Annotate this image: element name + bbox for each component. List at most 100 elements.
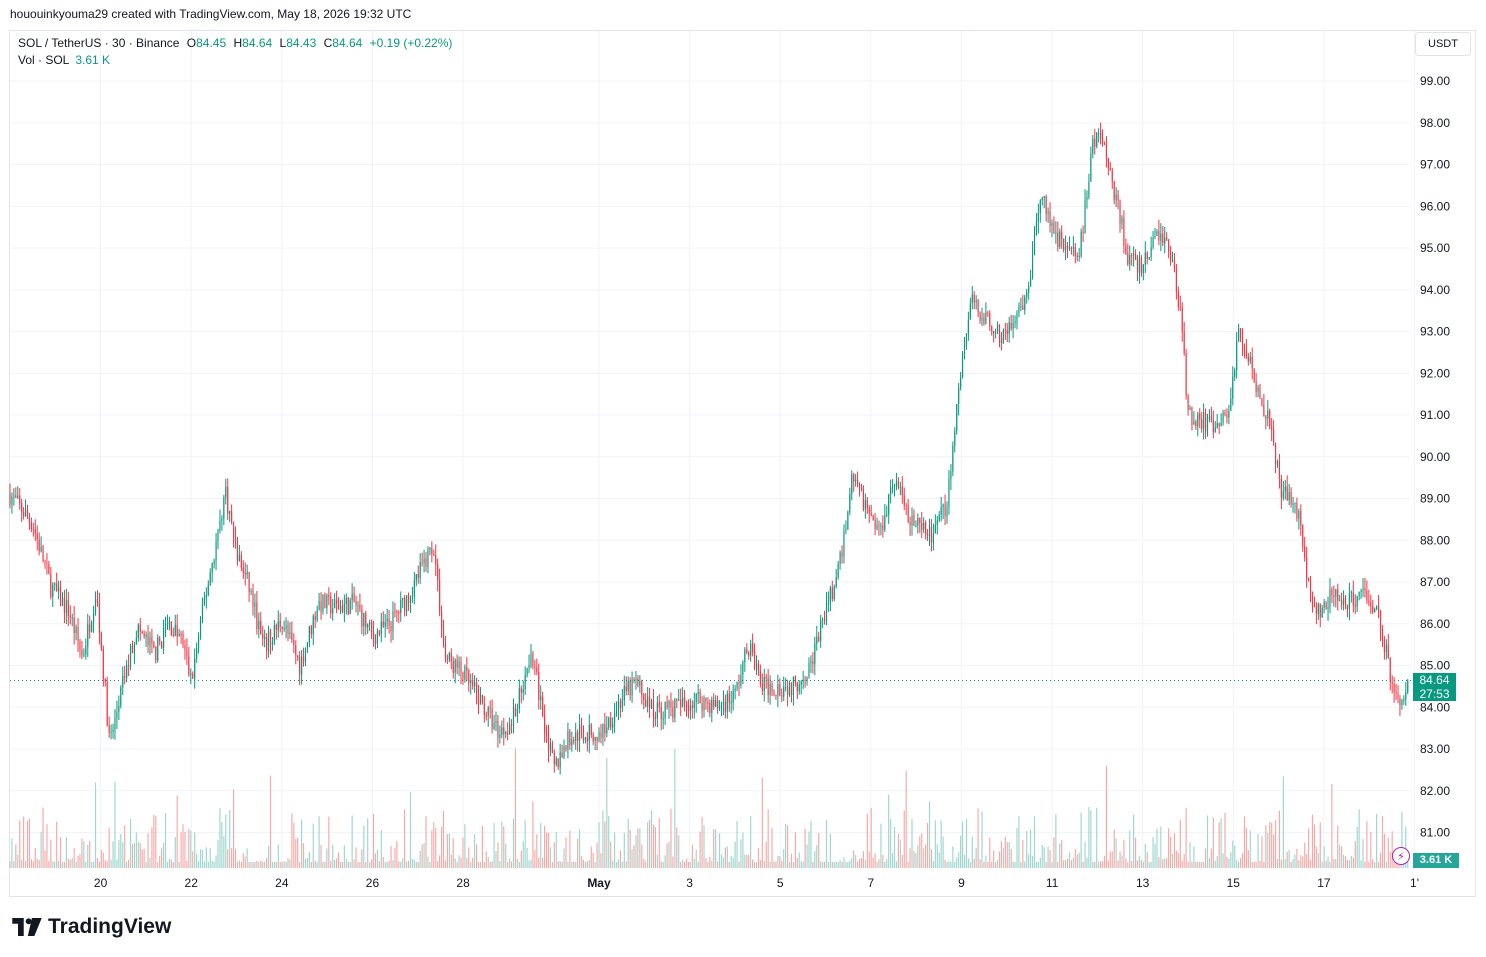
- volume-bar: [1350, 855, 1352, 868]
- volume-bar: [1111, 851, 1113, 868]
- volume-bar: [256, 860, 258, 868]
- volume-bar: [120, 833, 122, 868]
- candle-body: [944, 504, 946, 517]
- candle-body: [398, 611, 400, 614]
- volume-bar: [1298, 860, 1300, 868]
- volume-bar: [919, 836, 921, 868]
- volume-bar: [965, 819, 968, 868]
- candle-body: [464, 666, 466, 680]
- volume-bar: [586, 861, 588, 868]
- volume-bar: [236, 861, 239, 868]
- volume-bar: [958, 852, 960, 868]
- candle-body: [1004, 329, 1006, 331]
- volume-bar: [314, 860, 316, 868]
- candle-body: [501, 727, 503, 735]
- volume-bar: [266, 857, 268, 868]
- candle-body: [1078, 256, 1080, 258]
- volume-bar: [240, 861, 242, 868]
- candle-body: [186, 649, 188, 657]
- volume-bar: [1018, 815, 1020, 868]
- symbol-title[interactable]: SOL / TetherUS · 30 · Binance: [18, 36, 180, 50]
- volume-bar: [932, 860, 934, 868]
- candle-body: [285, 625, 287, 629]
- candle-body: [229, 511, 231, 514]
- candle-body: [670, 701, 672, 708]
- candle-body: [371, 622, 373, 633]
- volume-bar: [641, 844, 643, 868]
- candle-body: [584, 737, 587, 741]
- volume-bar: [413, 859, 415, 868]
- volume-bar: [1284, 858, 1286, 868]
- candle-body: [306, 642, 309, 649]
- volume-bar: [652, 824, 655, 868]
- volume-bar: [1241, 853, 1244, 868]
- candle-body: [9, 494, 11, 505]
- candle-body: [1000, 338, 1003, 344]
- volume-bar: [493, 823, 495, 868]
- candle-body: [773, 691, 775, 695]
- volume-bar: [407, 860, 410, 868]
- candle-body: [1107, 158, 1109, 169]
- candlestick-series[interactable]: [9, 122, 1409, 775]
- candle-body: [141, 631, 143, 634]
- candle-body: [1251, 356, 1253, 369]
- volume-bar: [11, 838, 13, 868]
- volume-bar: [1317, 853, 1319, 868]
- candle-body: [975, 300, 977, 303]
- volume-bar: [911, 818, 913, 868]
- y-tick-label: 84.00: [1420, 700, 1450, 714]
- volume-bar: [1049, 849, 1051, 868]
- candle-body: [1177, 291, 1179, 307]
- volume-bar: [1280, 859, 1282, 868]
- currency-button[interactable]: USDT: [1415, 32, 1471, 56]
- volume-bar: [174, 837, 176, 868]
- candle-body: [425, 558, 427, 568]
- candle-body: [1383, 639, 1385, 652]
- volume-bar: [460, 857, 462, 868]
- volume-bar: [124, 825, 126, 868]
- candle-body: [580, 725, 583, 729]
- volume-bar: [903, 810, 905, 868]
- candle-body: [1304, 546, 1306, 558]
- candle-body: [963, 344, 966, 353]
- volume-bar: [306, 858, 309, 868]
- candle-body: [615, 711, 618, 713]
- candle-body: [1168, 239, 1170, 252]
- grid-lines: [10, 31, 1416, 868]
- volume-bar: [497, 842, 499, 868]
- volume-bar: [351, 815, 353, 868]
- candle-body: [295, 645, 297, 656]
- candle-body: [656, 702, 658, 719]
- change-value: +0.19 (+0.22%): [369, 36, 453, 50]
- candle-body: [1372, 605, 1374, 612]
- candle-body: [75, 626, 77, 633]
- x-tick-label: 17: [1317, 876, 1331, 890]
- time-axis[interactable]: 20 22 24 26 28 May 3 5 7 9 11 13 15 17 1': [94, 876, 1419, 890]
- candle-body: [211, 563, 213, 573]
- volume-label[interactable]: Vol · SOL: [18, 53, 70, 67]
- volume-bar: [510, 861, 513, 868]
- volume-bar: [1346, 859, 1349, 868]
- volume-bar: [135, 832, 137, 868]
- volume-bar: [547, 832, 550, 868]
- tradingview-logo[interactable]: TradingView: [12, 915, 171, 939]
- volume-bar: [738, 861, 740, 868]
- volume-bar: [1171, 853, 1174, 868]
- volume-bar: [724, 847, 726, 868]
- volume-bar: [1294, 854, 1296, 868]
- volume-bar: [563, 848, 565, 868]
- candle-body: [157, 637, 159, 661]
- lightning-icon[interactable]: ⚡: [1392, 847, 1410, 865]
- volume-bar: [423, 843, 425, 868]
- candle-body: [19, 495, 21, 503]
- volume-bar: [291, 813, 293, 868]
- volume-bar: [491, 861, 493, 868]
- volume-bar: [93, 861, 95, 868]
- volume-bar: [231, 848, 233, 868]
- candle-body: [561, 752, 563, 758]
- price-axis[interactable]: 99.0098.0097.0096.0095.0094.0093.0092.00…: [1420, 74, 1450, 839]
- candle-body: [810, 661, 812, 663]
- volume-bar: [1088, 806, 1090, 868]
- candle-body: [619, 701, 621, 708]
